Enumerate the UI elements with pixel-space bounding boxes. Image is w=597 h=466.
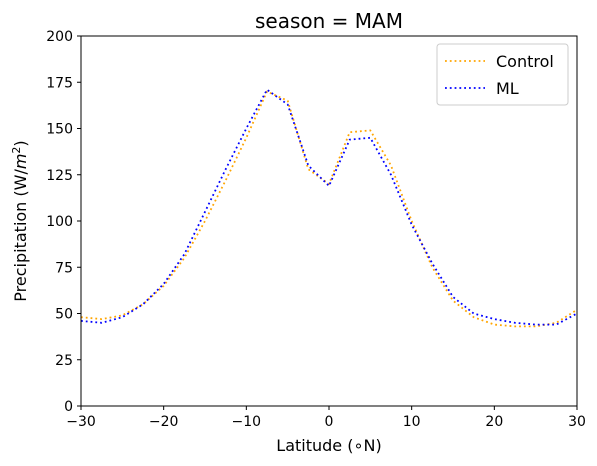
legend-label-control: Control xyxy=(496,52,554,71)
x-tick-label: 0 xyxy=(325,414,334,430)
x-tick-label: 30 xyxy=(568,414,586,430)
y-axis-title: Precipitation (W/m2) xyxy=(10,140,31,301)
x-tick-label: 20 xyxy=(485,414,503,430)
y-tick-label: 25 xyxy=(55,353,73,369)
series-line-control xyxy=(80,90,578,328)
x-tick-label: 10 xyxy=(403,414,421,430)
series-line-ml xyxy=(80,88,578,326)
y-tick-label: 100 xyxy=(46,214,73,230)
x-axis-ticks: −30 −20 −10 0 10 20 30 xyxy=(66,406,586,430)
y-tick-label: 75 xyxy=(55,260,73,276)
x-tick-label: −20 xyxy=(149,414,179,430)
y-tick-label: 0 xyxy=(64,399,73,415)
x-tick-label: −10 xyxy=(232,414,262,430)
plot-lines xyxy=(80,88,578,328)
x-tick-label: −30 xyxy=(66,414,96,430)
y-tick-label: 125 xyxy=(46,168,73,184)
y-axis-ticks: 0 25 50 75 100 125 150 175 200 xyxy=(46,29,81,415)
y-tick-label: 50 xyxy=(55,307,73,323)
chart-title: season = MAM xyxy=(255,9,403,33)
x-axis-title: Latitude (∘N) xyxy=(276,436,381,455)
legend-box xyxy=(436,43,569,106)
y-tick-label: 200 xyxy=(46,29,73,45)
legend-label-ml: ML xyxy=(496,79,519,98)
y-tick-label: 150 xyxy=(46,122,73,138)
y-tick-label: 175 xyxy=(46,75,73,91)
legend: Control ML xyxy=(436,43,569,106)
